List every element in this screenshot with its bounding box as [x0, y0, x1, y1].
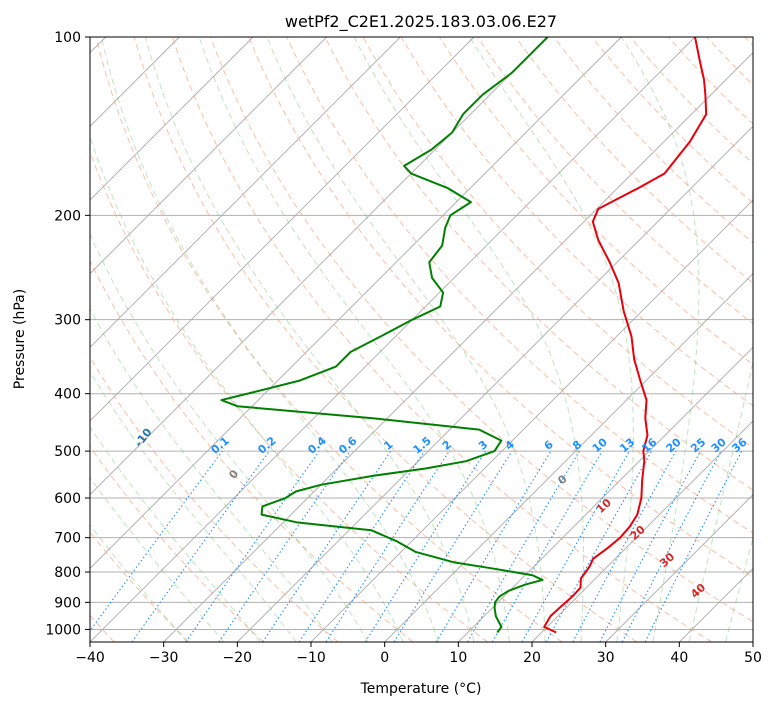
isotherm-line — [90, 37, 254, 201]
mixing-ratio-line — [521, 450, 630, 642]
dry-adiabat-line — [171, 37, 712, 642]
temperature-profile-line — [543, 37, 708, 634]
dry-adiabat-line — [133, 37, 638, 642]
x-tick-label: 20 — [523, 650, 541, 666]
y-axis-title: Pressure (hPa) — [12, 289, 28, 389]
x-tick-label: 0 — [380, 650, 389, 666]
mixing-ratio-line — [90, 450, 223, 632]
mixing-ratio-line — [262, 450, 392, 642]
x-tick-label: 50 — [744, 650, 762, 666]
moist-adiabat-line — [688, 359, 753, 642]
dry-adiabat-line — [90, 259, 414, 642]
y-tick-label: 700 — [54, 531, 81, 547]
x-axis-title: Temperature (°C) — [360, 681, 482, 697]
isotherm-line — [90, 37, 401, 348]
y-tick-label: 800 — [54, 565, 81, 581]
moist-adiabat-line — [100, 37, 439, 642]
isotherm-line — [163, 52, 753, 642]
x-tick-label: −20 — [223, 650, 253, 666]
moist-adiabat-line — [198, 37, 510, 642]
plot-frame — [89, 36, 754, 643]
isotherm-line — [458, 346, 753, 642]
y-tick-label: 100 — [54, 30, 81, 46]
mixing-ratio-line — [545, 450, 653, 642]
moist-adiabat-line — [90, 307, 333, 642]
mixing-ratio-line — [185, 450, 320, 642]
mixing-ratio-line — [325, 450, 450, 642]
moist-adiabat-line — [90, 370, 297, 642]
dry-adiabat-line — [248, 37, 753, 578]
axes: −40 −30 −20 −10 0 10 20 30 40 50 1000 900 800 700 600 5… — [45, 30, 762, 666]
moist-adiabat-line — [353, 37, 584, 642]
isotherm-line — [237, 125, 753, 642]
y-tick-label: 600 — [54, 491, 81, 507]
dry-adiabat-line — [90, 445, 264, 642]
isotherm-line — [531, 420, 753, 642]
dry-adiabat-line — [210, 37, 753, 623]
dry-adiabat-line — [90, 356, 339, 642]
mixing-ratio-line — [644, 450, 743, 642]
dry-adiabat-line — [95, 37, 563, 642]
dry-adiabat-line — [515, 37, 753, 284]
moist-adiabat-line — [725, 536, 753, 642]
y-tick-label: 900 — [54, 595, 81, 611]
isotherm-line — [384, 273, 753, 642]
moist-adiabat-line — [90, 135, 404, 642]
dry-adiabat-line — [324, 37, 753, 491]
x-tick-label: −30 — [149, 650, 179, 666]
x-tick-label: 10 — [449, 650, 467, 666]
mixing-ratio-line — [131, 450, 270, 642]
mixing-ratio-line — [393, 450, 513, 642]
plot-area — [90, 37, 753, 642]
mixing-ratio-line — [298, 450, 425, 642]
isotherm-line — [90, 37, 327, 275]
moist-adiabat-line — [90, 476, 225, 642]
isotherm-line — [90, 37, 622, 569]
moist-adiabat-line — [621, 37, 700, 642]
dry-adiabat-line — [286, 37, 753, 534]
mixing-ratio-line — [218, 450, 351, 642]
moist-adiabat-line — [144, 37, 475, 642]
mixing-ratio-line — [572, 450, 677, 642]
y-tick-label: 200 — [54, 208, 81, 224]
isotherm-line — [90, 37, 475, 422]
x-tick-label: −40 — [75, 650, 105, 666]
moist-adiabat-line — [90, 524, 188, 642]
x-tick-label: −10 — [296, 650, 326, 666]
dewpoint-profile-line — [220, 37, 549, 634]
isotherm-line — [605, 494, 753, 642]
y-tick-label: 400 — [54, 387, 81, 403]
moist-adiabat-line — [90, 232, 369, 642]
x-tick-label: 40 — [670, 650, 688, 666]
chart-title: wetPf2_C2E1.2025.183.03.06.E27 — [285, 12, 557, 32]
y-tick-label: 1000 — [45, 622, 81, 638]
x-tick-label: 30 — [597, 650, 615, 666]
moist-adiabat-line — [90, 426, 261, 642]
y-tick-label: 300 — [54, 313, 81, 329]
isotherm-line — [90, 37, 696, 642]
y-tick-label: 500 — [54, 444, 81, 460]
moist-adiabat-line — [266, 37, 546, 642]
